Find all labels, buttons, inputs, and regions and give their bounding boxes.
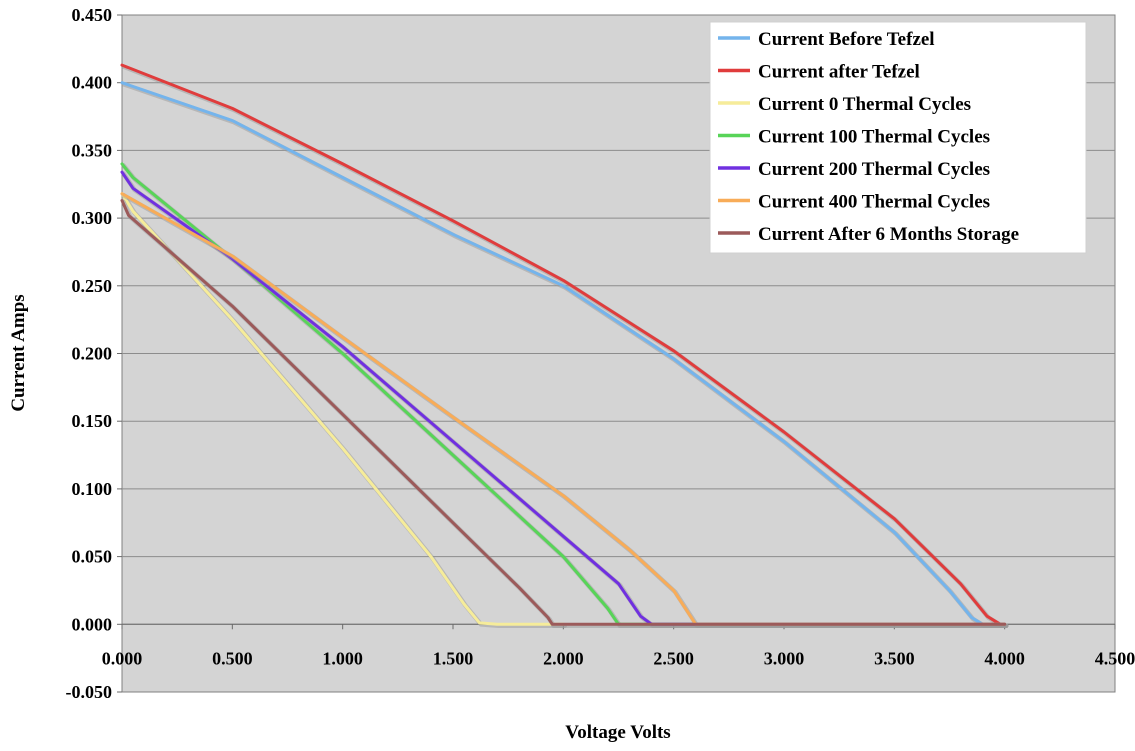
legend-entry-5: Current 400 Thermal Cycles — [758, 192, 990, 213]
series-line-5 — [120, 192, 1007, 626]
y-tick-label: 0.000 — [72, 614, 113, 634]
y-tick-label: 0.350 — [72, 140, 113, 160]
series-lines — [120, 63, 1009, 629]
x-tick-label: 3.000 — [764, 648, 805, 668]
series-line-0 — [120, 81, 1007, 626]
x-tick-label: 1.000 — [322, 648, 363, 668]
legend-entry-3: Current 100 Thermal Cycles — [758, 127, 990, 148]
y-tick-label: 0.200 — [72, 344, 113, 364]
x-tick-label: 2.000 — [543, 648, 584, 668]
x-tick-labels: 0.000 0.500 1.000 1.500 2.000 2.500 3.000 3.500… — [102, 648, 1135, 668]
x-tick-label: 4.500 — [1095, 648, 1135, 668]
y-tick-label: 0.300 — [72, 208, 113, 228]
legend: Current Before Tefzel Current after Tefze… — [709, 21, 1087, 254]
y-tick-label: 0.150 — [72, 411, 113, 431]
y-tick-label: -0.050 — [66, 682, 113, 702]
legend-entry-1: Current after Tefzel — [758, 62, 920, 83]
legend-box — [709, 21, 1087, 254]
x-tick-label: 3.500 — [874, 648, 915, 668]
x-axis-label: Voltage Volts — [565, 722, 670, 743]
x-tick-label: 4.000 — [984, 648, 1025, 668]
y-tick-label: 0.050 — [72, 547, 113, 567]
x-tick-label: 1.500 — [433, 648, 474, 668]
legend-entry-2: Current 0 Thermal Cycles — [758, 94, 971, 115]
legend-entry-6: Current After 6 Months Storage — [758, 224, 1019, 245]
x-tick-label: 2.500 — [653, 648, 694, 668]
y-tick-label: 0.100 — [72, 479, 113, 499]
x-tick-label: 0.500 — [212, 648, 253, 668]
y-tick-label: 0.400 — [72, 73, 113, 93]
x-tick-label: 0.000 — [102, 648, 143, 668]
legend-entry-0: Current Before Tefzel — [758, 29, 935, 50]
series-line-3 — [120, 162, 1007, 626]
series-line-4 — [120, 170, 1007, 626]
y-tick-label: 0.450 — [72, 5, 113, 25]
series-line-6 — [120, 199, 1007, 626]
legend-entry-4: Current 200 Thermal Cycles — [758, 159, 990, 180]
y-tick-labels: -0.050 0.000 0.050 0.100 0.150 0.200 0.250 0.30… — [66, 5, 113, 702]
series-line-1 — [120, 63, 1007, 626]
y-tick-label: 0.250 — [72, 276, 113, 296]
y-axis-label: Current Amps — [8, 294, 29, 411]
